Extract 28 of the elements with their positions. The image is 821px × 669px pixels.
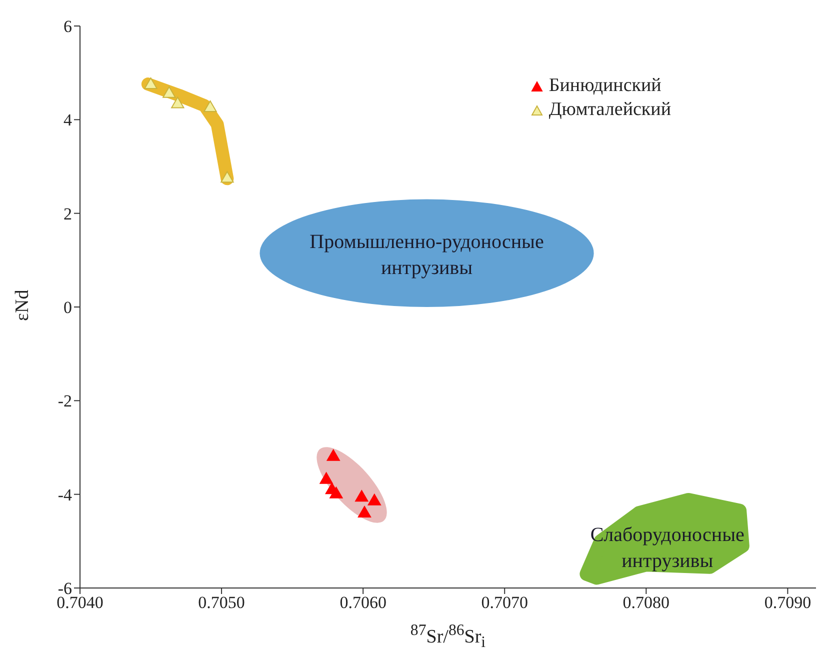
annotation: Промышленно-рудоносные интрузивы — [308, 230, 545, 282]
y-tick-label: 4 — [64, 110, 72, 130]
point — [144, 77, 158, 90]
x-tick-label: 0.7070 — [481, 593, 528, 612]
x-tick-label: 0.7080 — [622, 593, 670, 612]
y-tick-label: 0 — [64, 298, 72, 318]
point — [220, 171, 234, 183]
point — [330, 486, 343, 498]
y-tick-label: 6 — [64, 17, 72, 36]
x-tick-label: 0.7060 — [340, 593, 386, 612]
point — [355, 490, 368, 502]
x-tick-label: 0.7050 — [198, 593, 245, 612]
point — [171, 96, 184, 108]
x-tick-label: 0.7040 — [56, 593, 104, 612]
y-axis-title: εNd — [12, 290, 34, 321]
point — [320, 472, 333, 484]
y-tick-label: -4 — [58, 485, 72, 504]
point — [326, 449, 340, 461]
legend-label: Дюмталейский — [548, 98, 671, 122]
x-axis-title: $^{87}$Sr/$^{86}$Sr$_{i}$ — [409, 622, 487, 652]
point — [162, 86, 176, 98]
y-tick-label: -2 — [58, 392, 72, 411]
x-tick-label: 0.7090 — [764, 593, 812, 612]
y-tick-label: 2 — [64, 204, 72, 224]
point — [358, 506, 372, 518]
point — [204, 100, 217, 112]
point — [368, 494, 381, 506]
legend-label: Бинюдинский — [548, 74, 662, 98]
